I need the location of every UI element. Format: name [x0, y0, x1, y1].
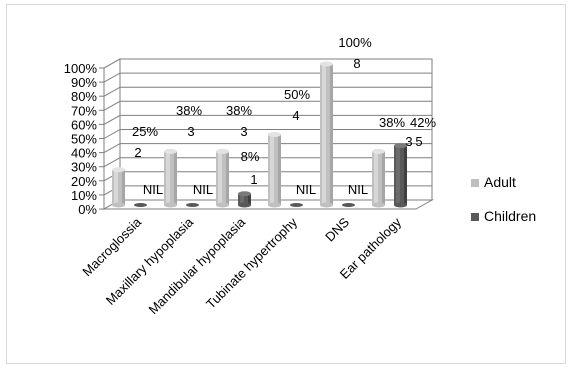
data-label-children-percent: 42% [410, 115, 436, 130]
legend-swatch-adult [471, 179, 479, 187]
bar-top [112, 167, 125, 173]
chart-frame: 0% 10% 20% 30% 40% 50% 60% 70% 80% 90% 100% 25% 38%… [6, 4, 566, 364]
bar-zero-disc [290, 203, 303, 207]
legend-label-adult: Adult [484, 174, 516, 190]
category-label: DNS [322, 214, 352, 244]
data-label-adult-percent: 25% [132, 124, 158, 139]
y-tick-label: 100% [64, 61, 98, 76]
bar-adult-4 [320, 61, 333, 208]
data-label-adult-count: 2 [134, 145, 141, 160]
y-tick-label: 40% [71, 146, 97, 161]
bar-shadow [174, 151, 177, 205]
bar-children-5 [394, 143, 407, 208]
bar-shadow [330, 64, 333, 205]
bar-bottom [268, 202, 281, 208]
data-label-adult-count: 3 [240, 124, 247, 139]
bar-children-0 [134, 203, 147, 207]
y-tick-label: 90% [71, 75, 97, 90]
data-label-children-count: NIL [193, 182, 213, 197]
bar-top [320, 61, 333, 67]
bar-bottom [112, 202, 125, 208]
data-label-children-count: NIL [296, 182, 316, 197]
bar-adult-2 [216, 148, 229, 208]
bar-highlight [396, 145, 400, 205]
bar-adult-0 [112, 167, 125, 208]
data-label-adult-count: 8 [353, 56, 360, 71]
bar-bottom [238, 202, 251, 208]
bar-zero-disc [186, 203, 199, 207]
bar-bottom [320, 202, 333, 208]
data-label-adult-percent: 38% [379, 115, 405, 130]
bars [112, 61, 407, 208]
data-label-adult-percent: 38% [176, 103, 202, 118]
legend-swatch-children [471, 213, 479, 221]
data-label-adult-count: 3 [187, 124, 194, 139]
data-label-children-count: NIL [143, 182, 163, 197]
category-label: Mandibular hypoplasia [146, 214, 249, 317]
y-tick-label: 50% [71, 132, 97, 147]
y-axis-ticks: 0%10%20%30%40%50%60%70%80%90%100% [64, 61, 98, 217]
bar-children-4 [342, 203, 355, 207]
bar-shadow [248, 193, 251, 205]
bar-bottom [164, 202, 177, 208]
y-tick-label: 60% [71, 117, 97, 132]
bar-highlight [218, 151, 222, 205]
bar-bottom [394, 202, 407, 208]
category-label: Tubinate hypertrophy [203, 214, 300, 311]
data-label-adult-count: 4 [292, 108, 299, 123]
bar-chart: 0%10%20%30%40%50%60%70%80%90%100% 25%38%… [64, 35, 536, 317]
gridline [103, 58, 432, 69]
data-label-adult-percent: 50% [284, 87, 310, 102]
bar-top [268, 132, 281, 137]
bar-zero-disc [342, 203, 355, 207]
y-tick-label: 30% [71, 160, 97, 175]
data-label-children-count: 1 [250, 172, 257, 187]
y-tick-label: 0% [78, 202, 97, 217]
bar-highlight [374, 151, 378, 205]
bar-adult-1 [164, 148, 177, 208]
bar-top [372, 148, 385, 154]
bar-children-1 [186, 203, 199, 207]
legend-label-children: Children [484, 208, 536, 224]
bar-shadow [122, 169, 125, 205]
y-tick-label: 10% [71, 188, 97, 203]
bar-adult-5 [372, 148, 385, 208]
bar-shadow [278, 134, 281, 205]
data-label-children-count: NIL [348, 182, 368, 197]
bar-highlight [240, 193, 244, 205]
bar-highlight [114, 169, 118, 205]
bar-shadow [382, 151, 385, 205]
bar-children-2 [238, 191, 251, 208]
data-label-children-percent: 8% [241, 149, 260, 164]
bar-shadow [226, 151, 229, 205]
bar-children-3 [290, 203, 303, 207]
bar-top [238, 191, 251, 197]
bar-top [394, 143, 407, 149]
y-tick-label: 80% [71, 89, 97, 104]
bar-highlight [322, 64, 326, 205]
bar-bottom [216, 202, 229, 208]
bar-shadow [404, 145, 407, 205]
category-label: Maxillary hypoplasia [103, 214, 197, 308]
legend: Adult Children [471, 174, 536, 224]
bar-highlight [166, 151, 170, 205]
bar-body [238, 193, 251, 205]
data-label-adult-count: 3 [405, 134, 412, 149]
bar-adult-3 [268, 132, 281, 208]
bar-top [216, 148, 229, 154]
data-label-children-count: 5 [415, 134, 422, 149]
y-tick-label: 70% [71, 103, 97, 118]
bar-highlight [270, 134, 274, 205]
data-label-adult-percent: 100% [338, 35, 372, 50]
data-label-adult-percent: 38% [226, 103, 252, 118]
bar-zero-disc [134, 203, 147, 207]
y-tick-label: 20% [71, 174, 97, 189]
bar-bottom [372, 202, 385, 208]
bar-top [164, 148, 177, 154]
